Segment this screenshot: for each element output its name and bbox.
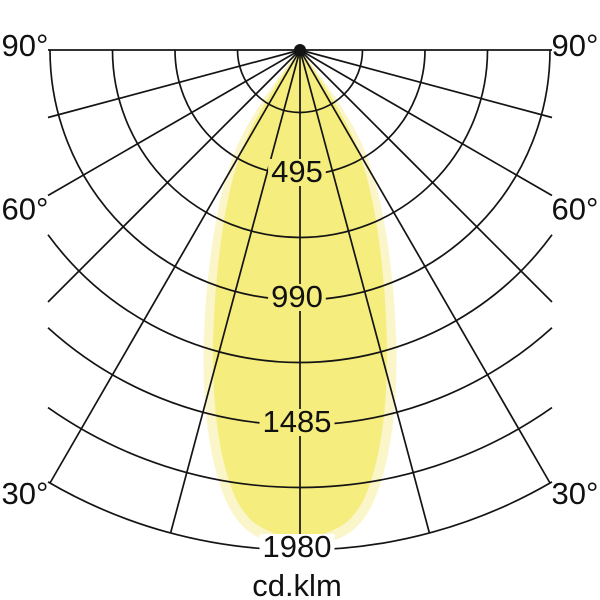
- units-label: cd.klm: [252, 568, 342, 600]
- radial-tick-label-990: 990: [271, 279, 323, 314]
- radial-tick-label-1980: 1980: [263, 529, 332, 564]
- radial-tick-label-bg: [268, 284, 326, 311]
- angle-label-60-left: 60°: [2, 192, 49, 227]
- grid-ray: [49, 49, 301, 484]
- grid-ray: [47, 49, 301, 197]
- grid-ray: [169, 49, 301, 534]
- radial-tick-label-bg: [259, 534, 335, 561]
- angle-label-90-right: 90°: [552, 28, 599, 63]
- grid-ray: [299, 49, 553, 303]
- grid-ray: [299, 49, 551, 484]
- angle-label-30-right: 30°: [552, 476, 599, 511]
- radial-tick-label-1485: 1485: [263, 404, 332, 439]
- grid-ray: [299, 49, 553, 197]
- angle-label-90-left: 90°: [2, 28, 49, 63]
- grid-ray: [47, 49, 301, 119]
- grid-ray: [299, 49, 553, 119]
- angle-label-30-left: 30°: [2, 476, 49, 511]
- radial-tick-label-bg: [259, 409, 335, 436]
- angle-label-60-right: 60°: [552, 192, 599, 227]
- radial-tick-label-bg: [268, 159, 326, 186]
- grid-ray: [299, 49, 431, 534]
- radial-tick-label-495: 495: [271, 154, 323, 189]
- center-dot: [294, 44, 306, 56]
- grid-ray: [47, 49, 301, 303]
